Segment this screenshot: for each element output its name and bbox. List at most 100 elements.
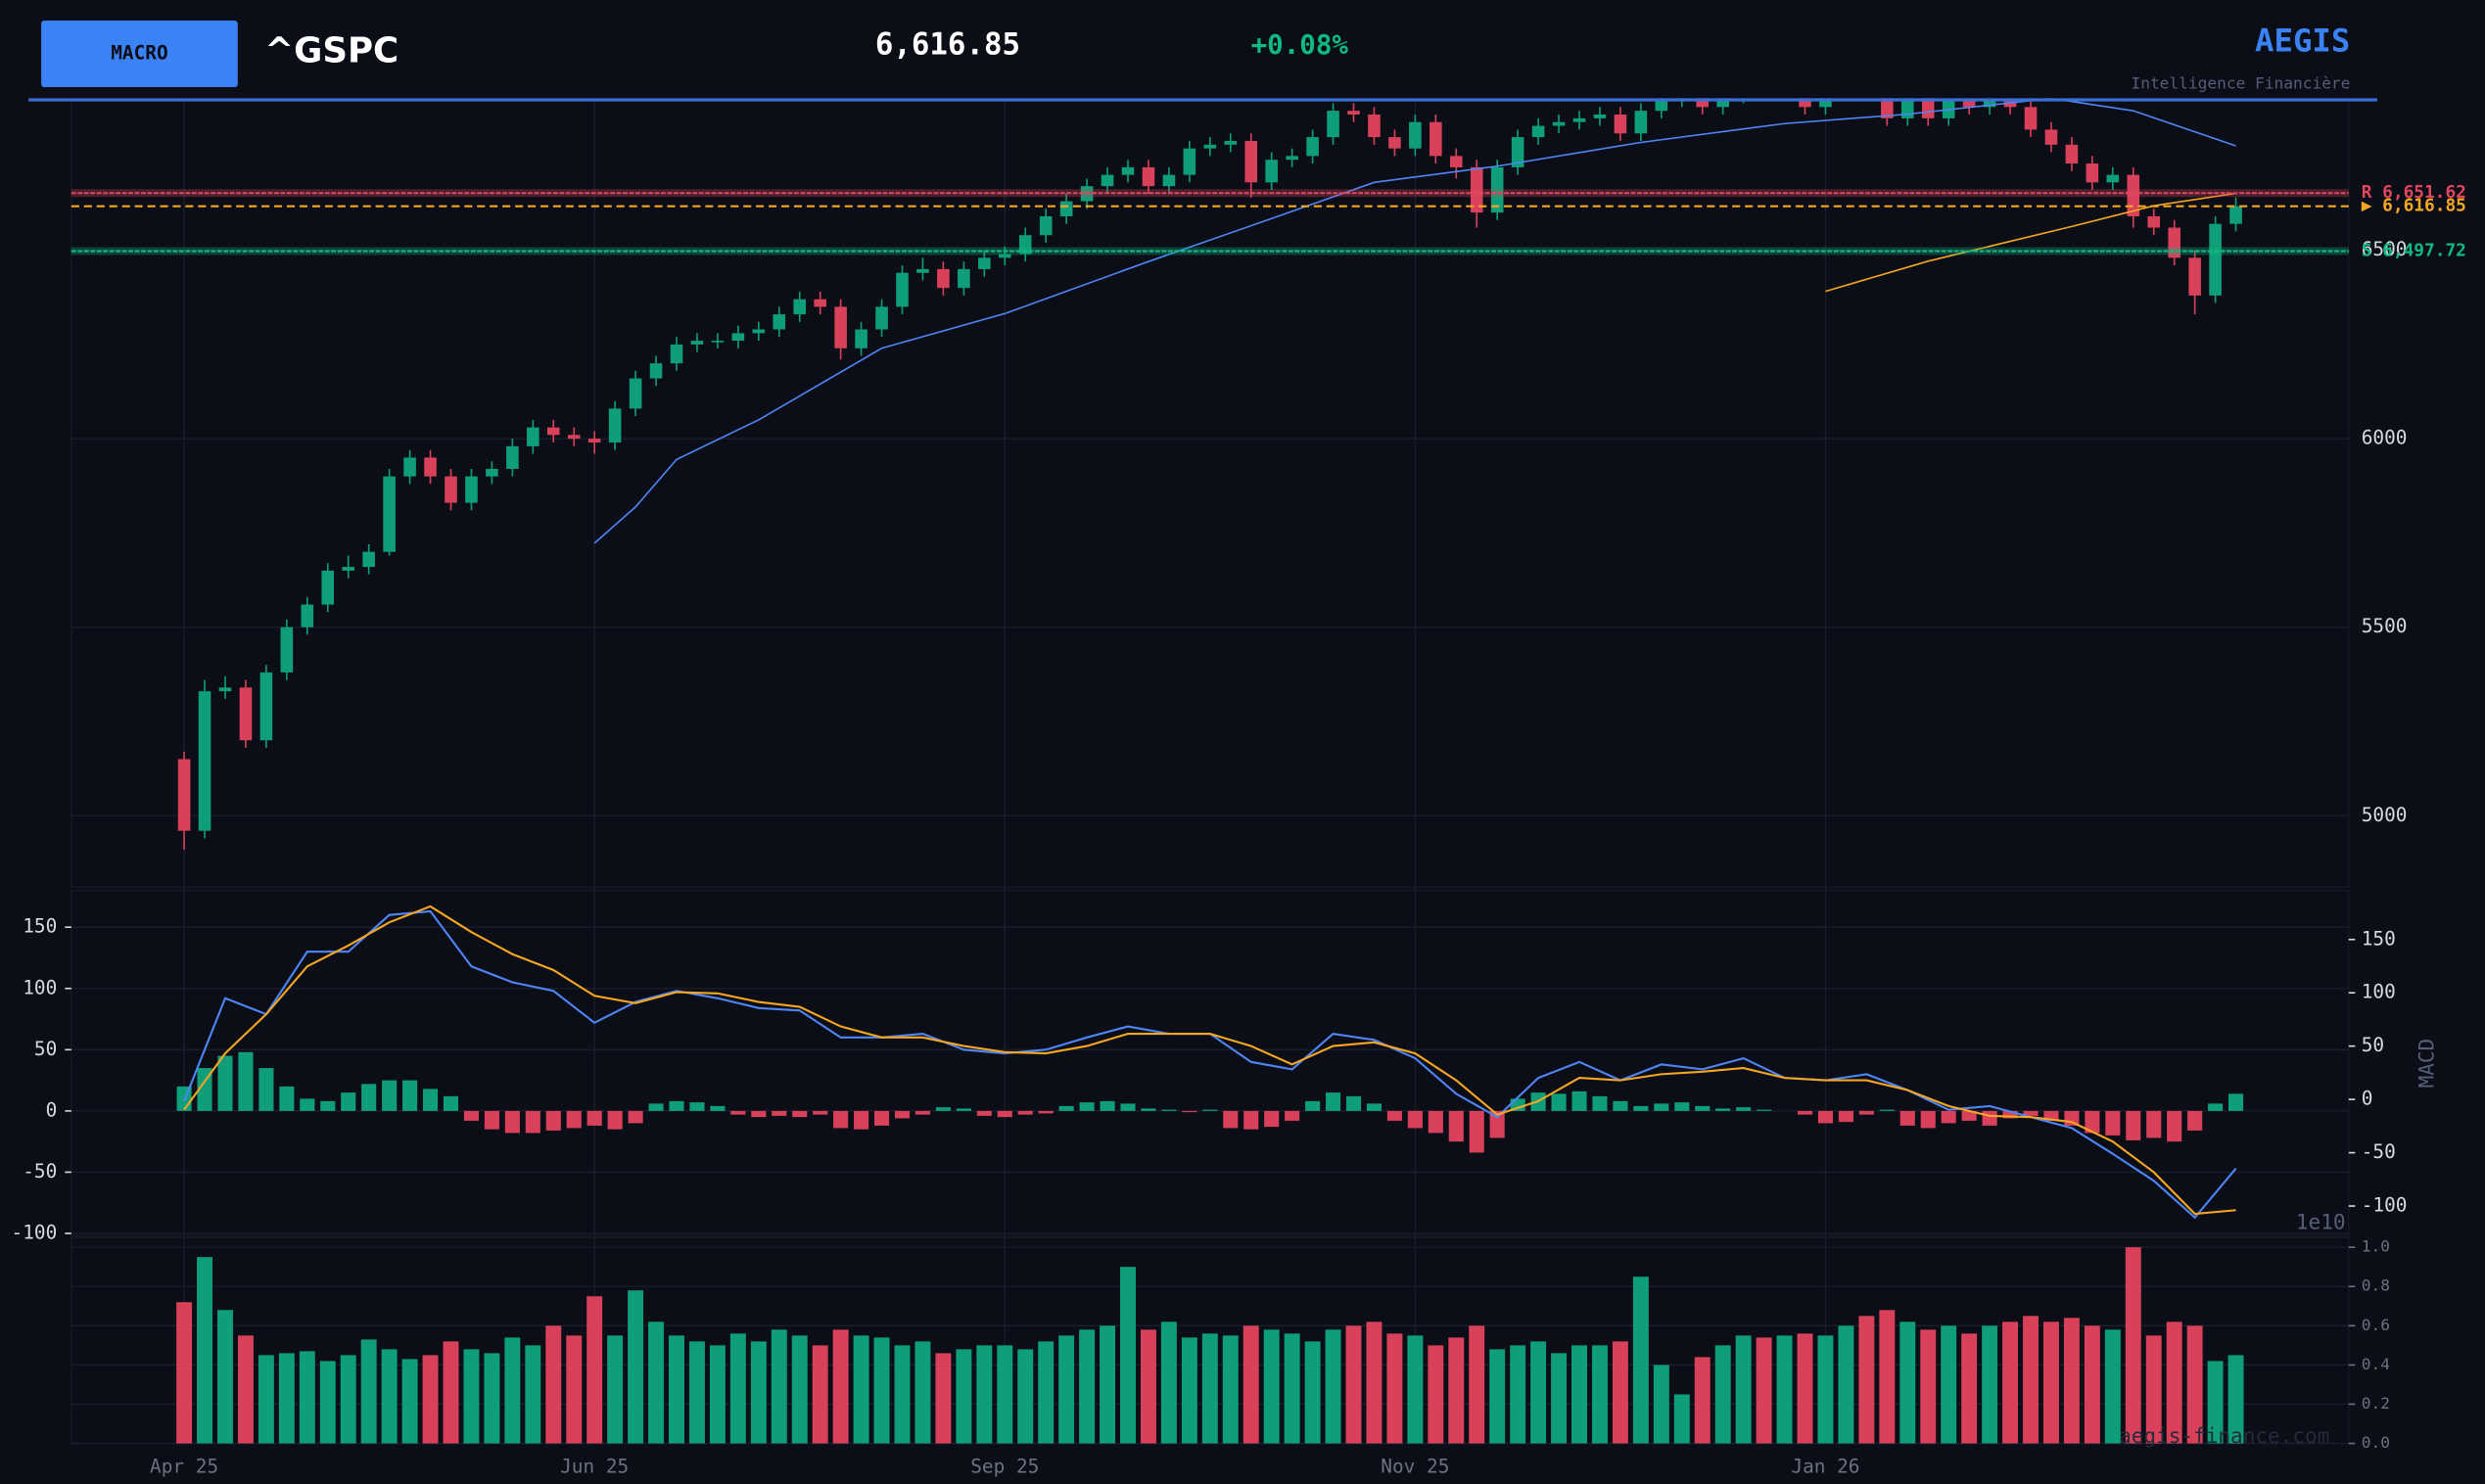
volume-bar [340, 1355, 356, 1444]
macd-histogram-bar [217, 1055, 233, 1111]
macd-histogram-bar [463, 1110, 479, 1121]
candle-body [937, 268, 950, 289]
brand: AEGIS [2255, 23, 2350, 60]
candle-body [280, 626, 294, 672]
macd-histogram-bar [1879, 1109, 1895, 1111]
volume-bar [997, 1345, 1013, 1444]
y-tick-label: 100 [23, 976, 57, 998]
candle-body [731, 333, 745, 342]
macd-histogram-bar [1326, 1092, 1341, 1111]
volume-bar [1714, 1345, 1731, 1444]
macro-button-label[interactable]: MACRO [111, 42, 167, 65]
candle-body [1142, 166, 1155, 187]
macd-histogram-bar [1243, 1110, 1259, 1130]
candle-body [486, 468, 498, 477]
volume-bar [566, 1335, 583, 1444]
macd-histogram-bar [1592, 1095, 1608, 1111]
volume-bar [750, 1341, 767, 1444]
macd-histogram-bar [2043, 1110, 2059, 1121]
macd-histogram-bar [751, 1110, 767, 1118]
volume-bar [1181, 1337, 1197, 1444]
volume-bar [1694, 1357, 1711, 1444]
candle-body [834, 306, 847, 348]
volume-bar [2145, 1335, 2162, 1444]
volume-bar [812, 1345, 828, 1444]
macd-histogram-bar [1161, 1109, 1177, 1111]
volume-bar [2063, 1318, 2080, 1444]
volume-bar [1817, 1335, 1834, 1444]
candle-body [342, 567, 355, 571]
candle-body [1490, 166, 1504, 213]
watermark: aegis-finance.com [2119, 1423, 2329, 1448]
candle-body [958, 268, 970, 289]
macd-histogram-bar [914, 1110, 930, 1115]
volume-bar [935, 1353, 952, 1444]
candle-body [1511, 137, 1524, 167]
y2-tick-label: 0 [2362, 1088, 2373, 1110]
volume-bar [360, 1339, 377, 1444]
volume-bar [1120, 1267, 1136, 1444]
macd-histogram-bar [833, 1110, 849, 1129]
candle-body [896, 272, 909, 307]
y-tick-label: 6500 [2362, 238, 2408, 260]
volume-bar [1140, 1329, 1156, 1444]
macd-histogram-bar [320, 1100, 336, 1111]
candle-body [239, 687, 253, 741]
macro-button[interactable] [41, 21, 238, 88]
candle-body [1162, 174, 1176, 187]
macd-histogram-bar [976, 1110, 992, 1116]
candle-body [1121, 166, 1135, 175]
volume-bar [1325, 1329, 1341, 1444]
candle-body [2024, 107, 2038, 130]
candle-body [1306, 137, 1319, 157]
y-tick-label: 6000 [2362, 427, 2408, 449]
macd-histogram-bar [382, 1080, 398, 1111]
volume-bar [1571, 1345, 1587, 1444]
volume-bar [771, 1329, 787, 1444]
volume-bar [237, 1335, 254, 1444]
volume-bar [688, 1341, 705, 1444]
macd-histogram-bar [792, 1110, 808, 1118]
y-tick-label: 0.0 [2362, 1433, 2390, 1452]
candle-body [1183, 148, 1196, 175]
candle-body [321, 570, 335, 605]
macd-histogram-bar [710, 1105, 726, 1111]
volume-bar [401, 1359, 418, 1444]
macd-histogram-bar [1058, 1105, 1074, 1111]
volume-bar [1201, 1333, 1218, 1444]
candle-body [978, 257, 991, 269]
macd-histogram-bar [2023, 1110, 2039, 1116]
volume-bar [1776, 1335, 1793, 1444]
macd-histogram-bar [2126, 1110, 2141, 1140]
macd-histogram-bar [1797, 1110, 1813, 1115]
macd-histogram-bar [1264, 1110, 1280, 1128]
y2-tick-label: 100 [2362, 981, 2396, 1003]
y-offset-label: 1e10 [2296, 1210, 2346, 1234]
volume-bar [2125, 1247, 2141, 1444]
volume-bar [1879, 1310, 1896, 1444]
volume-bar [2002, 1322, 2019, 1444]
candle-body [1039, 215, 1053, 236]
candle-body [1224, 140, 1238, 145]
volume-bar [1982, 1325, 1998, 1444]
candle-body [1327, 111, 1339, 138]
macd-histogram-bar [566, 1110, 582, 1129]
candle-body [2209, 223, 2222, 296]
macd-histogram-bar [300, 1098, 315, 1111]
candle-body [403, 457, 416, 477]
volume-bar [607, 1335, 624, 1444]
macd-histogram-bar [1489, 1110, 1505, 1138]
volume-bar [319, 1361, 336, 1444]
x-tick-label: Jun 25 [560, 1455, 629, 1477]
panel-frame [70, 890, 2350, 1237]
volume-bar [1591, 1345, 1608, 1444]
volume-bar [1489, 1349, 1506, 1444]
volume-bar [1386, 1333, 1403, 1444]
y-tick-label: 0.4 [2362, 1355, 2390, 1373]
macd-histogram-bar [1736, 1107, 1752, 1111]
macd-histogram-bar [1386, 1110, 1402, 1121]
candle-body [424, 457, 437, 477]
candle-body [1614, 115, 1627, 134]
candle-body [1593, 115, 1607, 118]
